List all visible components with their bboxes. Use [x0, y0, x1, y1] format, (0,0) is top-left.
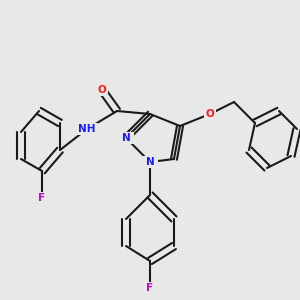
Text: N: N — [146, 157, 154, 167]
FancyBboxPatch shape — [76, 123, 98, 135]
Text: O: O — [98, 85, 106, 95]
Text: NH: NH — [78, 124, 96, 134]
Text: F: F — [38, 193, 46, 203]
FancyBboxPatch shape — [142, 156, 158, 168]
FancyBboxPatch shape — [36, 192, 48, 204]
Text: N: N — [122, 133, 130, 143]
FancyBboxPatch shape — [144, 282, 156, 294]
FancyBboxPatch shape — [96, 84, 108, 96]
FancyBboxPatch shape — [204, 108, 216, 120]
Text: O: O — [206, 109, 214, 119]
Text: F: F — [146, 283, 154, 293]
FancyBboxPatch shape — [118, 132, 134, 144]
